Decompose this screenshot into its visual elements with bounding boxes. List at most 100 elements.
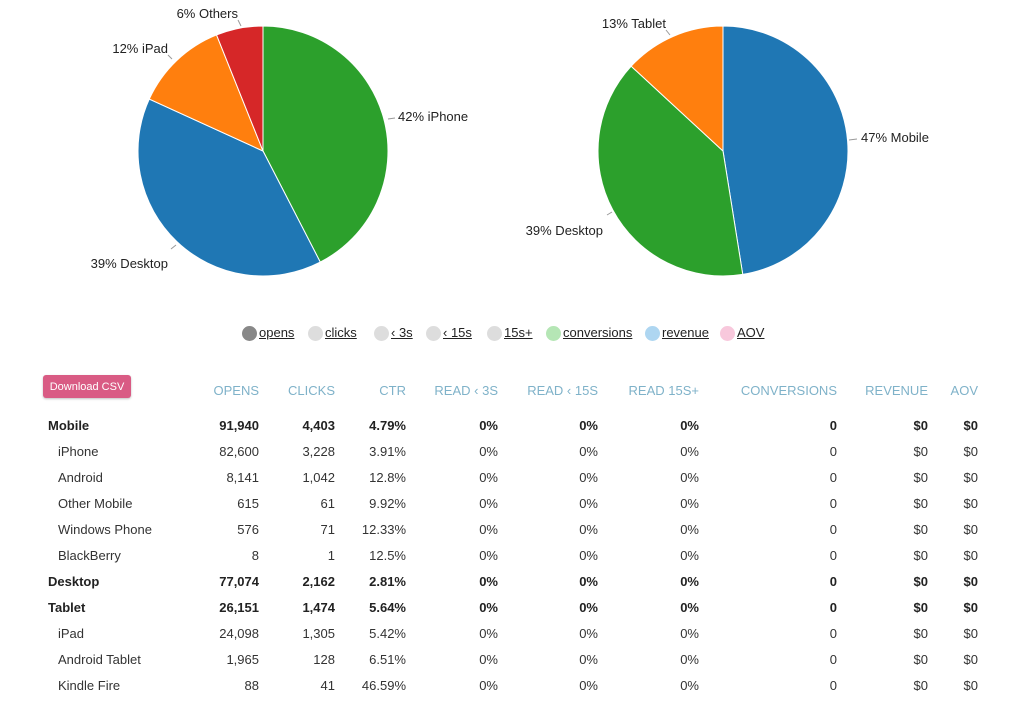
table-cell: 12.5%	[369, 548, 406, 563]
table-cell: $0	[963, 548, 978, 563]
pie-leader-line	[387, 117, 396, 120]
table-cell: $0	[963, 652, 978, 667]
table-cell: 0	[829, 574, 837, 589]
table-cell: 0	[829, 626, 837, 641]
table-cell: 1,474	[302, 600, 335, 615]
table-row: Desktop 77,074 2,162 2.81% 0% 0% 0% 0 $0 $0	[0, 574, 1019, 600]
table-cell: $0	[913, 548, 928, 563]
pie-label: 42% iPhone	[398, 109, 468, 124]
legend-item-6[interactable]: revenue	[645, 325, 709, 341]
table-row: iPad 24,098 1,305 5.42% 0% 0% 0% 0 $0 $0	[0, 626, 1019, 652]
table-cell: 77,074	[219, 574, 259, 589]
row-label: Tablet	[48, 600, 86, 615]
column-header[interactable]: OPENS	[213, 383, 259, 398]
pie-leader-line	[665, 29, 671, 36]
column-header[interactable]: CLICKS	[288, 383, 335, 398]
table-cell: 0%	[680, 600, 699, 615]
row-label: BlackBerry	[58, 548, 121, 563]
table-cell: $0	[963, 496, 978, 511]
table-cell: $0	[963, 626, 978, 641]
pie-leader-line	[170, 244, 177, 250]
pie-slice-tablet[interactable]	[630, 25, 724, 153]
table-row: Android Tablet 1,965 128 6.51% 0% 0% 0% 0 $0 $0	[0, 652, 1019, 678]
table-cell: 3.91%	[369, 444, 406, 459]
legend-item-7[interactable]: AOV	[720, 325, 764, 341]
column-header[interactable]: CTR	[379, 383, 406, 398]
column-header[interactable]: READ ‹ 15s	[527, 383, 598, 398]
table-cell: 615	[237, 496, 259, 511]
table-cell: 2,162	[302, 574, 335, 589]
column-header[interactable]: CONVERSIONS	[740, 383, 837, 398]
table-cell: 0%	[680, 496, 699, 511]
table-cell: 0%	[579, 626, 598, 641]
column-header[interactable]: READ 15s+	[628, 383, 699, 398]
pie-leader-line	[167, 54, 173, 60]
pie-charts-svg: 42% iPhone 39% Desktop 12% iPad 6% Others 47…	[91, 6, 929, 277]
pie-slice-mobile[interactable]	[722, 25, 849, 276]
pie-label: 6% Others	[177, 6, 239, 21]
table-cell: 576	[237, 522, 259, 537]
table-cell: $0	[913, 600, 928, 615]
row-label: Android	[58, 470, 103, 485]
table-cell: 0	[829, 522, 837, 537]
table-cell: 0	[829, 470, 837, 485]
pie-slice-desktop[interactable]	[137, 98, 321, 277]
table-cell: 0%	[579, 418, 598, 433]
column-header[interactable]: REVENUE	[865, 383, 928, 398]
legend-item-0[interactable]: opens	[242, 325, 294, 341]
row-label: Other Mobile	[58, 496, 133, 511]
table-cell: 0%	[479, 626, 498, 641]
table-cell: $0	[963, 574, 978, 589]
table-cell: $0	[913, 652, 928, 667]
table-cell: 0%	[579, 678, 598, 693]
legend-item-3[interactable]: ‹ 15s	[426, 325, 472, 341]
table-cell: 0%	[579, 496, 598, 511]
pie-slice-desktop[interactable]	[597, 65, 744, 277]
legend-swatch	[374, 325, 389, 341]
pie-slice-others[interactable]	[215, 25, 264, 152]
legend-swatch	[487, 325, 502, 341]
table-cell: 0%	[680, 574, 699, 589]
table-cell: 0	[829, 652, 837, 667]
table-cell: 3,228	[302, 444, 335, 459]
table-cell: 71	[320, 522, 335, 537]
table-cell: 128	[313, 652, 335, 667]
table-cell: 0%	[680, 418, 699, 433]
table-cell: $0	[913, 418, 928, 433]
legend-item-5[interactable]: conversions	[546, 325, 632, 341]
table-cell: 0%	[479, 678, 498, 693]
pie-slice-ipad[interactable]	[148, 34, 264, 152]
column-header[interactable]: READ ‹ 3s	[434, 383, 498, 398]
table-cell: 0%	[680, 444, 699, 459]
table-row: Kindle Fire 88 41 46.59% 0% 0% 0% 0 $0 $0	[0, 678, 1019, 704]
table-cell: 0%	[680, 522, 699, 537]
table-cell: 0%	[579, 652, 598, 667]
table-cell: 0%	[479, 522, 498, 537]
legend-item-4[interactable]: 15s+	[487, 325, 533, 341]
table-row: Windows Phone 576 71 12.33% 0% 0% 0% 0 $0 $0	[0, 522, 1019, 548]
legend-swatch	[546, 325, 561, 341]
table-cell: 5.42%	[369, 626, 406, 641]
metric-legend: opens clicks ‹ 3s ‹ 15s 15s+ conversions reven…	[0, 325, 1019, 343]
table-cell: 6.51%	[369, 652, 406, 667]
legend-item-1[interactable]: clicks	[308, 325, 357, 341]
table-cell: $0	[963, 522, 978, 537]
row-label: iPad	[58, 626, 85, 641]
table-cell: 1,965	[226, 652, 259, 667]
legend-swatch	[242, 325, 257, 341]
table-cell: 41	[320, 678, 335, 693]
table-cell: 1	[327, 548, 335, 563]
pie-leader-line	[606, 211, 613, 216]
legend-item-2[interactable]: ‹ 3s	[374, 325, 413, 341]
legend-swatch	[426, 325, 441, 341]
table-cell: 4,403	[302, 418, 335, 433]
legend-label: ‹ 3s	[391, 325, 413, 340]
table-cell: 0%	[479, 574, 498, 589]
pie-slice-iphone[interactable]	[262, 25, 389, 263]
table-cell: 0	[829, 444, 837, 459]
table-cell: 0%	[680, 548, 699, 563]
table-cell: 0	[829, 600, 837, 615]
column-header[interactable]: AOV	[950, 383, 978, 398]
legend-swatch	[308, 325, 323, 341]
download-csv-button[interactable]: Download CSV	[43, 375, 131, 398]
